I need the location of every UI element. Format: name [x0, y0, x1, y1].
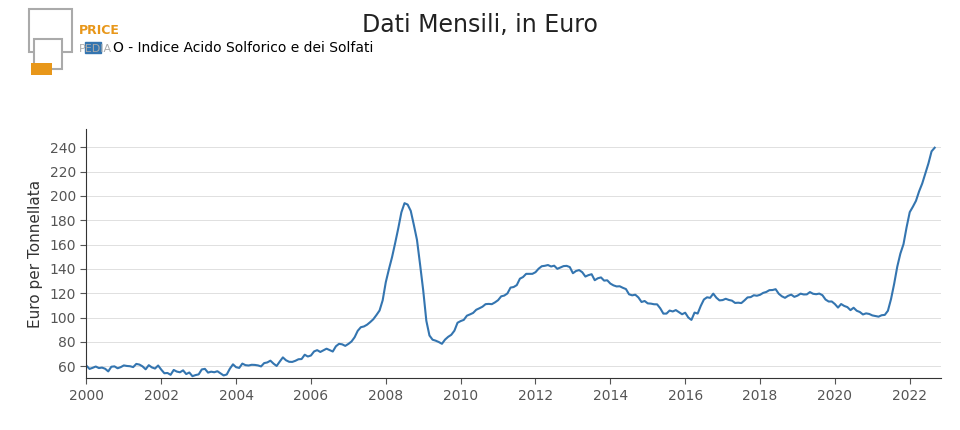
- Text: PRICE: PRICE: [79, 24, 120, 37]
- Legend: O - Indice Acido Solforico e dei Solfati: O - Indice Acido Solforico e dei Solfati: [84, 41, 372, 55]
- Y-axis label: Euro per Tonnellata: Euro per Tonnellata: [28, 180, 42, 328]
- Text: PEDIA: PEDIA: [79, 44, 112, 54]
- Text: Dati Mensili, in Euro: Dati Mensili, in Euro: [362, 13, 598, 37]
